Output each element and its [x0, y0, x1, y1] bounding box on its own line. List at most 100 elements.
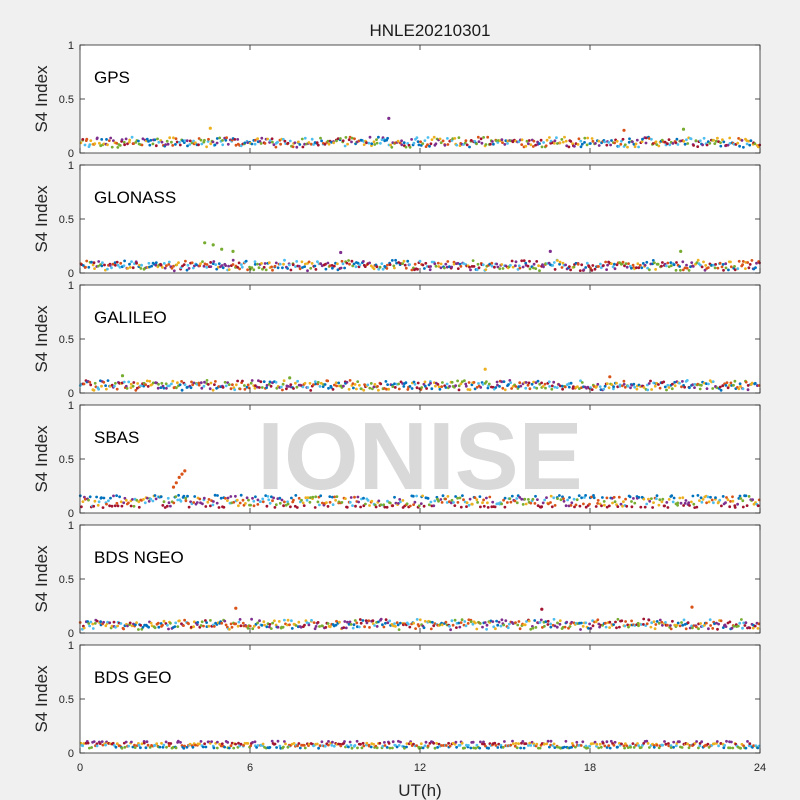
data-point [517, 385, 521, 389]
data-point [271, 140, 274, 144]
data-point [348, 379, 352, 382]
data-point [606, 263, 609, 267]
data-point [553, 385, 557, 389]
data-point [564, 504, 568, 508]
data-point [386, 621, 390, 625]
data-point-spike [548, 249, 552, 253]
data-point [277, 620, 281, 623]
data-point [445, 265, 449, 269]
data-point [533, 619, 537, 622]
data-point [211, 388, 215, 392]
data-point [178, 383, 182, 387]
data-point [186, 263, 190, 267]
data-point [518, 381, 522, 385]
data-point [495, 380, 499, 384]
data-point [260, 136, 264, 140]
data-point [114, 745, 118, 749]
data-point [423, 619, 427, 623]
data-point [509, 263, 512, 267]
data-point [470, 502, 474, 506]
data-point [90, 260, 93, 264]
data-point [737, 387, 741, 391]
data-point [476, 262, 480, 266]
data-point [464, 624, 468, 628]
data-point [437, 265, 441, 268]
data-point [406, 388, 410, 391]
data-point [112, 139, 115, 143]
data-point [621, 504, 624, 508]
data-point [304, 496, 308, 500]
scatter-points [79, 739, 761, 750]
data-point [455, 143, 459, 147]
data-point [110, 266, 113, 270]
data-point [133, 262, 136, 266]
data-point [460, 380, 464, 384]
data-point [642, 386, 646, 389]
data-point [397, 739, 400, 743]
data-point [319, 136, 322, 140]
data-point [100, 264, 104, 268]
data-point [612, 385, 615, 389]
data-point [357, 500, 360, 504]
data-point [638, 263, 642, 267]
data-point [231, 383, 234, 387]
data-point [692, 502, 696, 506]
data-point [358, 263, 362, 267]
data-point [707, 382, 710, 386]
data-point [472, 381, 476, 384]
data-point [738, 621, 742, 625]
data-point [310, 137, 314, 141]
data-point [664, 742, 668, 746]
data-point [170, 140, 173, 144]
data-point [314, 495, 318, 499]
data-point [675, 137, 679, 141]
data-point [412, 503, 415, 506]
data-point [596, 382, 600, 386]
data-point [470, 383, 474, 387]
data-point [337, 381, 341, 385]
data-point [643, 505, 647, 509]
data-point [282, 379, 286, 383]
data-point [313, 506, 317, 509]
x-axis-label: UT(h) [398, 781, 441, 800]
data-point [514, 260, 518, 264]
data-point [318, 744, 322, 748]
data-point [745, 504, 749, 507]
data-point [316, 621, 320, 624]
data-point [632, 746, 636, 749]
data-point-spike [177, 475, 181, 479]
data-point [85, 137, 89, 141]
data-point [221, 266, 225, 270]
data-point [102, 380, 106, 384]
data-point [359, 742, 362, 746]
data-point [527, 139, 531, 142]
data-point [666, 142, 669, 146]
data-point [157, 382, 160, 386]
data-point [268, 623, 272, 626]
data-point [482, 498, 485, 502]
data-point [696, 494, 700, 497]
data-point [491, 140, 494, 143]
data-point [727, 268, 730, 272]
data-point [206, 140, 210, 143]
data-point [106, 379, 110, 382]
data-point [529, 143, 533, 147]
data-point [684, 499, 688, 502]
data-point [340, 259, 344, 263]
data-point [716, 627, 719, 631]
data-point [279, 142, 282, 146]
data-point [553, 139, 557, 143]
data-point [268, 501, 272, 505]
data-point [646, 266, 649, 270]
data-point [314, 268, 318, 271]
data-point [165, 745, 168, 749]
data-point [455, 745, 458, 749]
data-point [298, 267, 302, 271]
data-point [260, 623, 264, 627]
data-point [130, 260, 133, 264]
data-point [243, 141, 247, 145]
data-point [676, 621, 680, 625]
data-point [133, 746, 137, 749]
data-point [650, 388, 653, 391]
data-point [200, 142, 204, 146]
